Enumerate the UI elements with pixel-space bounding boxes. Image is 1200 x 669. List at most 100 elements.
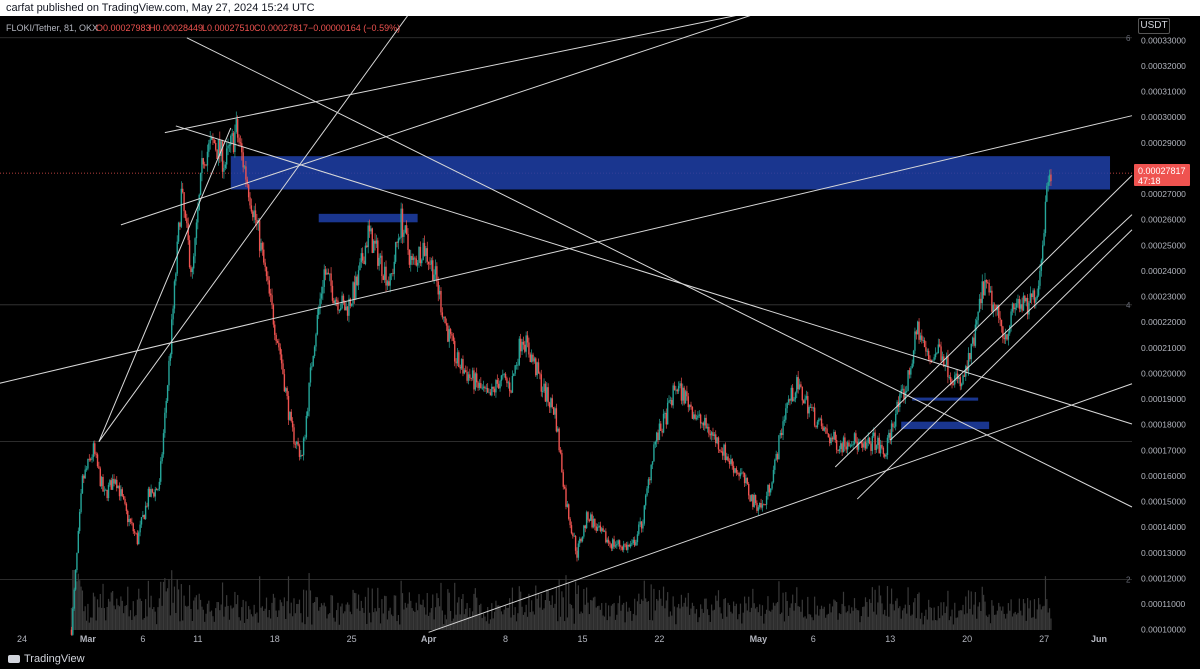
volume-bar: [276, 616, 279, 630]
volume-bar: [653, 588, 655, 630]
candle-body: [282, 363, 284, 375]
volume-bar: [645, 598, 647, 630]
volume-bar: [1047, 612, 1049, 630]
volume-bar: [337, 602, 339, 630]
volume-bar: [907, 587, 909, 630]
candle-body: [385, 266, 387, 286]
volume-bar: [918, 592, 920, 630]
candle-body: [144, 505, 147, 520]
candle-body: [948, 376, 950, 378]
candle-body: [434, 266, 437, 275]
volume-bar: [667, 592, 669, 630]
volume-bar: [520, 591, 522, 630]
volume-bar: [719, 607, 721, 630]
candle-body: [455, 361, 457, 364]
volume-bar: [319, 607, 321, 630]
candle-body: [324, 269, 327, 275]
candle-body: [682, 387, 684, 401]
volume-bar: [281, 602, 283, 630]
candle-body: [565, 488, 567, 507]
candle-body: [1013, 303, 1015, 310]
volume-bar: [215, 608, 217, 630]
volume-bar: [853, 598, 856, 630]
candle-body: [823, 427, 825, 431]
candle-body: [885, 454, 887, 457]
candle-body: [552, 407, 555, 415]
candle-body: [802, 400, 805, 404]
candle-body: [271, 295, 273, 306]
candle-body: [216, 149, 218, 160]
volume-bar: [216, 601, 218, 630]
volume-bar: [157, 607, 159, 630]
volume-bar: [462, 594, 464, 630]
volume-bar: [156, 624, 158, 630]
candle-body: [140, 517, 143, 525]
candle-body: [1017, 298, 1019, 304]
volume-bar: [649, 619, 651, 630]
candle-body: [761, 504, 764, 508]
candle-body: [840, 443, 842, 450]
volume-bar: [99, 593, 101, 630]
volume-bar: [1028, 608, 1030, 630]
volume-bar: [921, 612, 923, 630]
volume-bar: [842, 591, 845, 630]
candle-body: [547, 387, 549, 403]
volume-bar: [634, 598, 636, 630]
candle-body: [811, 407, 813, 408]
volume-bar: [367, 587, 369, 630]
volume-bar: [816, 605, 819, 630]
candle-body: [791, 387, 794, 401]
candle-body: [584, 525, 586, 529]
candle-body: [959, 377, 961, 387]
candle-body: [812, 407, 814, 409]
candle-body: [815, 425, 817, 428]
x-tick-label: 6: [140, 634, 145, 644]
candle-body: [511, 375, 514, 393]
candle-body: [173, 281, 176, 309]
volume-bar: [92, 592, 95, 630]
x-tick-label: 13: [885, 634, 895, 644]
candle-body: [686, 391, 688, 397]
candle-body: [987, 282, 989, 284]
candle-body: [415, 258, 417, 266]
candle-body: [360, 253, 363, 263]
volume-bar: [676, 607, 678, 630]
volume-bar: [798, 606, 801, 630]
volume-bar: [664, 608, 666, 630]
candle-body: [1020, 304, 1022, 309]
candle-body: [172, 308, 174, 320]
candle-body: [518, 338, 520, 365]
candle-body: [401, 208, 404, 237]
volume-bar: [852, 610, 854, 630]
candle-body: [405, 225, 408, 234]
volume-bar: [787, 615, 790, 630]
candle-body: [147, 488, 150, 507]
volume-bar: [548, 600, 551, 630]
volume-bar: [377, 587, 379, 630]
volume-bar: [790, 603, 792, 630]
volume-bar: [107, 598, 110, 630]
volume-bar: [429, 612, 431, 630]
volume-bar: [875, 614, 878, 630]
volume-bar: [616, 614, 618, 630]
volume-bar: [489, 619, 492, 630]
y-tick-label: 0.00031000: [1141, 87, 1186, 97]
currency-button[interactable]: USDT: [1138, 18, 1170, 34]
candle-body: [378, 257, 380, 266]
candle-body: [548, 402, 551, 408]
volume-bar: [109, 601, 111, 630]
volume-bar: [496, 605, 498, 630]
volume-bar: [904, 604, 906, 630]
candle-body: [220, 141, 222, 156]
volume-bar: [858, 610, 860, 630]
candle-body: [356, 276, 358, 286]
candle-body: [254, 210, 257, 220]
volume-bar: [869, 599, 871, 630]
candle-body: [467, 374, 470, 381]
candle-body: [311, 366, 313, 368]
candlestick-chart[interactable]: 6 4 2 0.00033000 0.00032000 0.00031000 0.0003…: [0, 16, 1200, 649]
volume-bar: [820, 605, 823, 630]
volume-bar: [689, 614, 691, 630]
candle-body: [769, 488, 772, 493]
candle-body: [606, 539, 608, 543]
